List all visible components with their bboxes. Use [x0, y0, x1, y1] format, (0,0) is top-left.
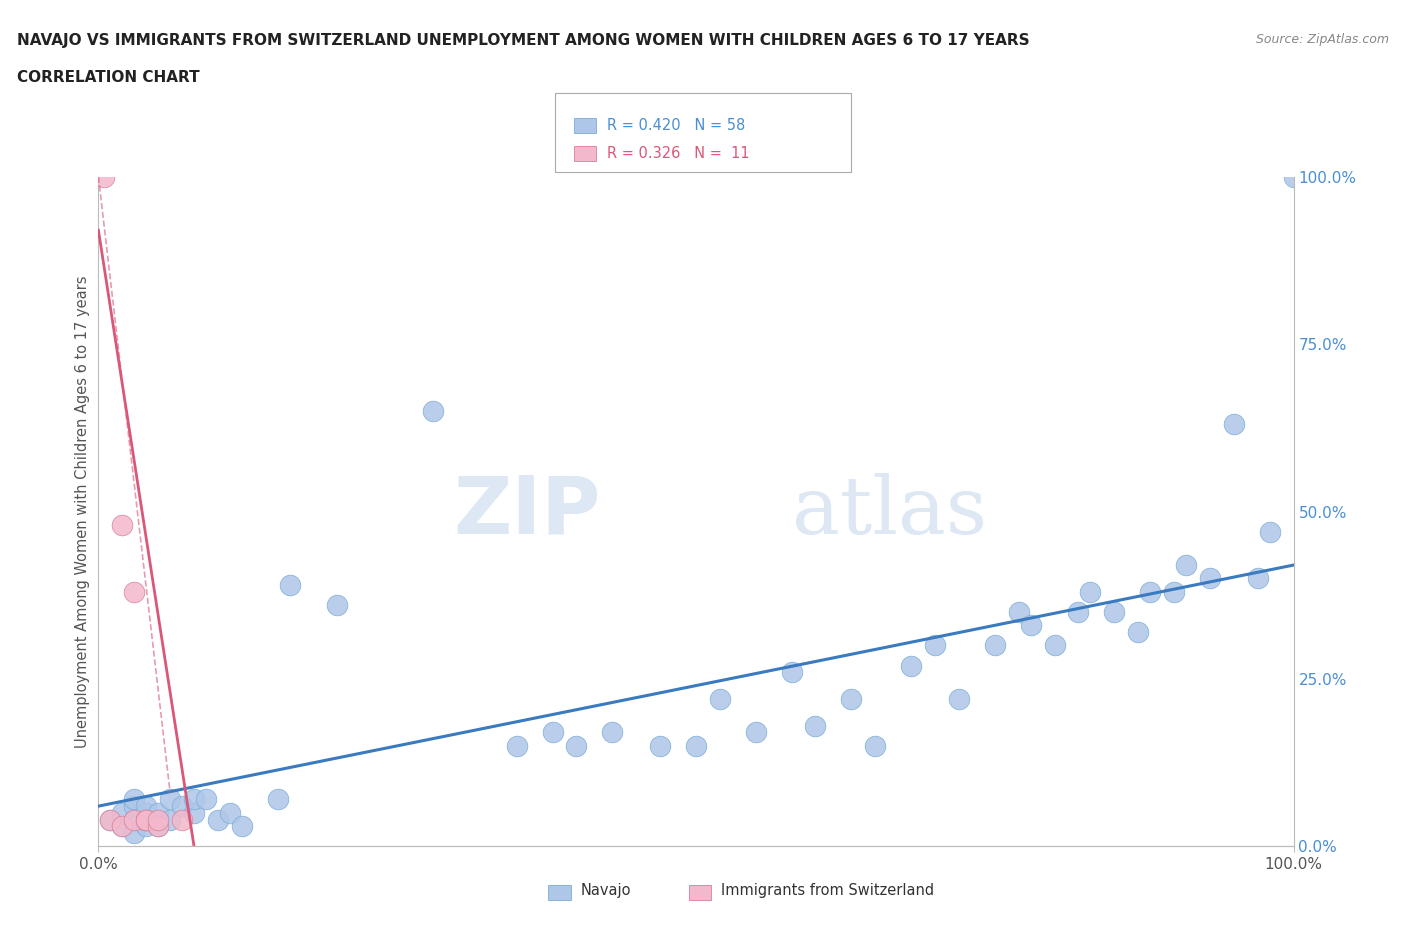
Point	[1282, 169, 1305, 184]
Point	[1246, 571, 1268, 586]
Point	[422, 404, 444, 418]
Point	[111, 818, 134, 833]
Point	[1128, 625, 1150, 640]
Point	[172, 799, 194, 814]
Point	[135, 818, 157, 833]
Y-axis label: Unemployment Among Women with Children Ages 6 to 17 years: Unemployment Among Women with Children A…	[75, 275, 90, 748]
Point	[124, 584, 146, 599]
Point	[984, 638, 1007, 653]
Point	[148, 812, 170, 827]
Point	[804, 718, 827, 733]
Point	[278, 578, 301, 592]
Point	[1007, 604, 1029, 619]
Text: atlas: atlas	[792, 472, 987, 551]
Point	[565, 738, 588, 753]
Text: R = 0.420   N = 58: R = 0.420 N = 58	[607, 118, 745, 133]
Point	[780, 665, 803, 680]
Text: CORRELATION CHART: CORRELATION CHART	[17, 70, 200, 85]
Point	[900, 658, 922, 673]
Point	[841, 692, 863, 707]
Point	[326, 598, 349, 613]
Point	[111, 517, 134, 532]
Point	[148, 805, 170, 820]
Point	[1222, 417, 1246, 432]
Point	[124, 826, 146, 841]
Point	[111, 805, 134, 820]
Point	[98, 812, 122, 827]
Point	[93, 169, 115, 184]
Point	[1175, 558, 1198, 573]
Point	[135, 805, 157, 820]
Point	[124, 792, 146, 807]
Point	[231, 818, 253, 833]
Point	[172, 812, 194, 827]
Point	[1102, 604, 1125, 619]
Point	[159, 812, 181, 827]
Point	[1043, 638, 1066, 653]
Point	[135, 812, 157, 827]
Point	[648, 738, 672, 753]
Point	[135, 812, 157, 827]
Point	[709, 692, 731, 707]
Point	[863, 738, 887, 753]
Text: R = 0.326   N =  11: R = 0.326 N = 11	[607, 146, 749, 161]
Point	[148, 818, 170, 833]
Point	[207, 812, 229, 827]
Point	[135, 799, 157, 814]
Point	[1080, 584, 1102, 599]
Point	[506, 738, 529, 753]
Point	[148, 818, 170, 833]
Point	[602, 725, 624, 740]
Point	[685, 738, 707, 753]
Point	[98, 812, 122, 827]
Point	[948, 692, 970, 707]
Point	[924, 638, 946, 653]
Point	[1067, 604, 1090, 619]
Point	[219, 805, 242, 820]
Point	[1139, 584, 1161, 599]
Point	[124, 799, 146, 814]
Point	[1163, 584, 1185, 599]
Text: ZIP: ZIP	[453, 472, 600, 551]
Point	[1258, 525, 1281, 539]
Point	[183, 805, 205, 820]
Point	[267, 792, 290, 807]
Point	[124, 812, 146, 827]
Point	[541, 725, 564, 740]
Point	[183, 792, 205, 807]
Point	[148, 812, 170, 827]
Point	[135, 812, 157, 827]
Point	[124, 812, 146, 827]
Point	[1198, 571, 1220, 586]
Text: Immigrants from Switzerland: Immigrants from Switzerland	[721, 884, 935, 898]
Point	[1019, 618, 1042, 632]
Point	[159, 792, 181, 807]
Point	[745, 725, 768, 740]
Text: Source: ZipAtlas.com: Source: ZipAtlas.com	[1256, 33, 1389, 46]
Point	[111, 818, 134, 833]
Text: Navajo: Navajo	[581, 884, 631, 898]
Text: NAVAJO VS IMMIGRANTS FROM SWITZERLAND UNEMPLOYMENT AMONG WOMEN WITH CHILDREN AGE: NAVAJO VS IMMIGRANTS FROM SWITZERLAND UN…	[17, 33, 1029, 47]
Point	[194, 792, 218, 807]
